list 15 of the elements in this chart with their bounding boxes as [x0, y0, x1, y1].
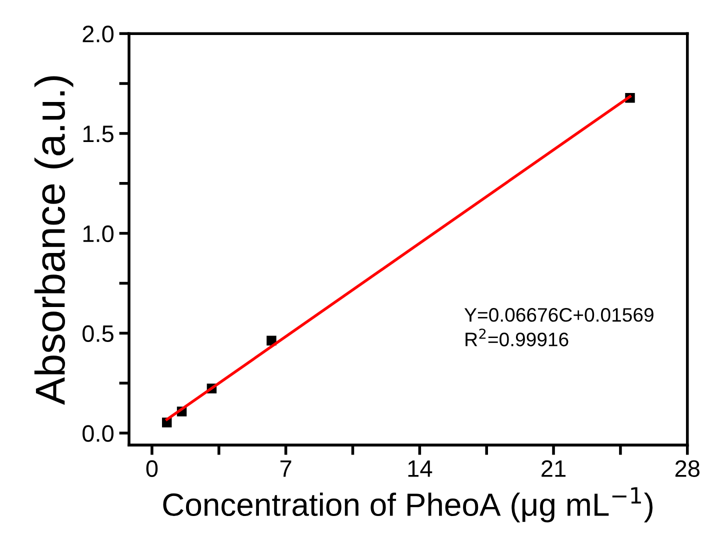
y-tick-label: 1.0: [83, 225, 114, 242]
x-axis-title: Concentration of PheoA (μg mL$^{−1}$): [163, 487, 653, 522]
annotation: R$^{2}$=0.99916: [466, 328, 568, 346]
y-tick-label: 2.0: [82, 26, 114, 42]
x-tick-label: 28: [675, 460, 700, 477]
text: 0.0: [82, 425, 114, 442]
y-axis-title: Absorbance (a.u.): [34, 76, 74, 405]
y-tick-label: 0.5: [82, 325, 114, 342]
x-tick-label: 21: [542, 460, 566, 477]
x-tick-label: 14: [408, 460, 432, 477]
y-tick-label: 1.5: [83, 126, 114, 142]
point: [266, 336, 276, 346]
x-tick-label: 0: [146, 460, 158, 477]
annotation: Y=0.06676C+0.01569: [464, 308, 654, 322]
x-tick-label: 7: [280, 460, 292, 477]
